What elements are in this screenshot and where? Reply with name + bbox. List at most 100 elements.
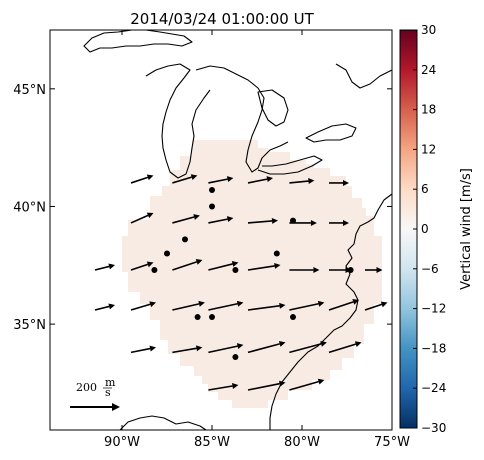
colorbar-tick-label: 30 xyxy=(421,23,436,37)
station-dot xyxy=(347,267,354,273)
wind-vector-shaft xyxy=(130,176,149,184)
wind-vector-shaft xyxy=(172,303,200,311)
colorbar-tick-label: −30 xyxy=(421,421,446,435)
wind-vector-head xyxy=(195,259,203,265)
wind-vector-shaft xyxy=(130,263,149,271)
lake-ontario-coast xyxy=(305,123,357,143)
wind-vector-head xyxy=(146,261,154,268)
wind-vector-head xyxy=(274,262,281,269)
x-tick-label: 85°W xyxy=(194,435,230,450)
wind-vector xyxy=(172,214,200,224)
wind-vector xyxy=(172,300,205,311)
coastlines xyxy=(83,29,393,431)
wind-vector-head xyxy=(146,212,154,219)
wind-vector xyxy=(208,300,244,311)
wind-vector-head xyxy=(376,267,383,273)
wind-vector-shaft xyxy=(208,345,238,354)
y-tick-label: 35°N xyxy=(13,318,46,333)
wind-vector-head xyxy=(226,176,234,183)
wind-vector-shaft xyxy=(172,216,195,224)
wind-vector-shaft xyxy=(172,176,192,184)
wind-vector-head xyxy=(236,343,244,350)
wind-vector-shaft xyxy=(172,347,197,354)
station-dot xyxy=(182,236,188,243)
reference-arrow-unit-top: m xyxy=(105,376,116,389)
wind-vector-shaft xyxy=(172,261,197,271)
station-dot xyxy=(273,250,280,257)
wind-vector-shaft xyxy=(247,382,280,391)
x-tick-label: 90°W xyxy=(104,435,140,450)
station-dot xyxy=(151,267,158,273)
wind-vector-head xyxy=(278,341,286,347)
wind-vector xyxy=(208,383,239,391)
wind-vector xyxy=(208,261,239,271)
wind-vector-head xyxy=(195,345,203,352)
colorbar-tick-label: 12 xyxy=(421,142,436,156)
station-dot xyxy=(290,314,296,321)
wind-vector-shaft xyxy=(208,385,233,391)
colorbar-tick-label: 24 xyxy=(421,63,436,77)
wind-vector-head xyxy=(231,261,239,267)
wind-vector-head xyxy=(236,300,244,307)
colorbar-label: Vertical wind [m/s] xyxy=(459,168,474,290)
colorbar-tick-label: −12 xyxy=(421,302,446,316)
colorbar-tick-label: 0 xyxy=(421,222,429,236)
wind-vector xyxy=(208,176,234,184)
wind-vector xyxy=(247,341,286,354)
colorbar-tick-label: −6 xyxy=(421,262,439,276)
wind-vector-head xyxy=(146,174,154,181)
wind-vector-shaft xyxy=(289,380,319,391)
y-tick-label: 45°N xyxy=(13,83,46,98)
wind-vector xyxy=(247,262,281,271)
station-dot xyxy=(232,267,239,273)
wind-vector xyxy=(364,301,388,311)
wind-vector-shaft xyxy=(130,303,151,311)
station-dot xyxy=(209,187,215,193)
wind-vector xyxy=(130,212,154,224)
wind-vector-shaft xyxy=(94,265,110,271)
wind-vector-head xyxy=(352,299,359,305)
wind-vector xyxy=(328,299,359,311)
wind-vector-head xyxy=(198,300,205,307)
wind-vector xyxy=(365,267,383,273)
wind-vector-shaft xyxy=(208,218,228,224)
wind-vector-head xyxy=(231,383,239,389)
wind-vector-head xyxy=(317,378,325,385)
wind-vector-head xyxy=(149,301,156,308)
wind-vector-shaft xyxy=(247,265,275,271)
wind-vector-shaft xyxy=(364,303,383,311)
wind-vector-head xyxy=(149,345,156,352)
wind-vectors xyxy=(94,174,388,391)
wind-vector xyxy=(130,301,156,311)
lake-michigan-coast xyxy=(145,63,211,179)
wind-vector-shaft xyxy=(247,304,280,311)
wind-vector xyxy=(329,219,349,226)
wind-vector-shaft xyxy=(208,178,228,184)
colorbar-tick-label: 18 xyxy=(421,103,436,117)
wind-vector-shaft xyxy=(247,343,280,354)
y-axis-ticks: 45°N 40°N 35°N xyxy=(13,83,392,333)
colorbar-tick-label: −24 xyxy=(421,381,446,395)
wind-vector xyxy=(94,303,115,311)
wind-vector-head xyxy=(308,178,315,185)
wind-vector-head xyxy=(108,303,115,310)
wind-vector xyxy=(289,341,327,354)
x-tick-label: 80°W xyxy=(284,435,320,450)
wind-vector-shaft xyxy=(328,301,354,311)
wind-vector xyxy=(94,263,115,271)
wind-vector-head xyxy=(343,179,349,186)
wind-vector-shaft xyxy=(247,220,273,224)
wind-vector-shaft xyxy=(130,214,149,224)
wind-vector-head xyxy=(279,302,286,309)
wind-vector xyxy=(130,345,156,354)
wind-vector-head xyxy=(271,217,278,224)
wind-vector-head xyxy=(320,341,327,347)
wind-vector xyxy=(289,267,320,273)
wind-vector xyxy=(172,345,203,354)
st-lawrence-coast xyxy=(335,63,393,89)
wind-vector xyxy=(328,341,362,354)
reference-arrow-unit-bottom: s xyxy=(105,386,111,399)
station-dot xyxy=(232,354,239,361)
stations xyxy=(151,187,354,361)
